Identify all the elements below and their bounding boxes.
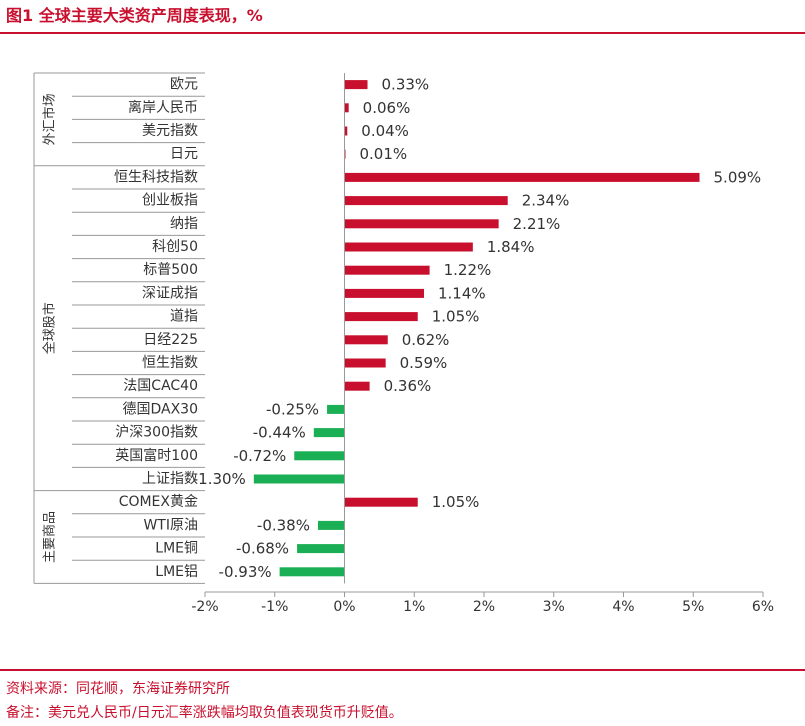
category-label: 创业板指 [142, 193, 198, 209]
category-label: 标普500 [143, 262, 198, 278]
category-label: 欧元 [170, 77, 198, 93]
x-tick-label: 6% [752, 599, 774, 615]
data-label: -0.25% [266, 400, 319, 418]
bar [344, 312, 418, 322]
bar [344, 335, 388, 345]
category-label: 英国富时100 [115, 447, 198, 464]
data-label: -0.38% [257, 516, 310, 534]
x-tick-label: 2% [473, 599, 495, 615]
x-tick-label: 3% [543, 599, 565, 615]
category-label: 美元指数 [142, 123, 198, 139]
footnote: 备注：美元兑人民币/日元汇率涨跌幅均取负值表现货币升贬值。 [6, 705, 403, 721]
category-label: 沪深300指数 [115, 425, 198, 441]
category-label: 道指 [170, 309, 198, 325]
category-label: COMEX黄金 [119, 493, 198, 510]
data-label: 1.14% [438, 284, 486, 302]
group-label: 全球股市 [42, 302, 58, 354]
bar [344, 219, 499, 229]
category-label: 离岸人民币 [128, 99, 198, 116]
bar [344, 288, 425, 298]
category-label: 科创50 [152, 239, 198, 255]
category-label: 法国CAC40 [123, 378, 198, 394]
data-label: -1.30% [193, 470, 246, 488]
bar [327, 404, 345, 414]
bar [344, 358, 386, 368]
bar [344, 172, 700, 182]
data-label: 1.84% [487, 238, 535, 256]
category-label: 德国DAX30 [122, 401, 198, 417]
category-label: 日元 [170, 146, 198, 162]
data-label: 0.62% [402, 331, 450, 349]
data-label: 2.34% [522, 192, 570, 210]
bar [344, 381, 370, 391]
category-label: 恒生科技指数 [114, 169, 198, 185]
data-label: 2.21% [513, 215, 561, 233]
data-label: 0.04% [361, 122, 409, 140]
bar [344, 196, 508, 206]
x-tick-label: 5% [682, 599, 704, 615]
category-label: 纳指 [170, 216, 198, 232]
group-label: 主要商品 [43, 511, 58, 563]
category-label: 恒生指数 [142, 355, 198, 371]
bar [313, 428, 345, 438]
bar [294, 451, 345, 461]
bar [344, 80, 368, 90]
group-label: 外汇市场 [42, 93, 58, 145]
data-label: 0.06% [363, 99, 411, 117]
bar [279, 567, 345, 577]
bar [344, 242, 473, 252]
data-label: -0.93% [219, 563, 272, 581]
bar [344, 103, 349, 113]
data-label: 0.33% [382, 76, 430, 94]
data-label: 0.36% [384, 377, 432, 395]
data-label: -0.44% [253, 424, 306, 442]
bar [344, 497, 418, 507]
bar [344, 265, 430, 275]
category-label: LME铝 [155, 564, 198, 580]
bar [297, 544, 345, 554]
data-label: 1.05% [432, 493, 480, 511]
data-label: 0.59% [400, 354, 448, 372]
category-label: 日经225 [143, 332, 198, 348]
category-label: LME铜 [155, 541, 198, 557]
source-note: 资料来源：同花顺，东海证券研究所 [6, 681, 230, 697]
title-rule [0, 32, 805, 34]
category-label: 上证指数 [142, 471, 198, 487]
data-label: 5.09% [714, 168, 762, 186]
x-tick-label: -2% [191, 599, 218, 615]
figure-title: 图1 全球主要大类资产周度表现，% [6, 6, 263, 25]
footer-rule [0, 669, 805, 671]
category-label: 深证成指 [142, 285, 198, 301]
data-label: 1.22% [444, 261, 492, 279]
x-tick-label: 0% [333, 599, 355, 615]
bar [344, 126, 348, 136]
bar [253, 474, 345, 484]
bar [317, 520, 345, 530]
data-label: 1.05% [432, 308, 480, 326]
data-label: 0.01% [360, 145, 408, 163]
x-tick-label: 4% [612, 599, 634, 615]
data-label: -0.72% [233, 447, 286, 465]
x-tick-label: -1% [261, 599, 288, 615]
data-label: -0.68% [236, 540, 289, 558]
category-label: WTI原油 [143, 517, 198, 533]
x-tick-label: 1% [403, 599, 425, 615]
